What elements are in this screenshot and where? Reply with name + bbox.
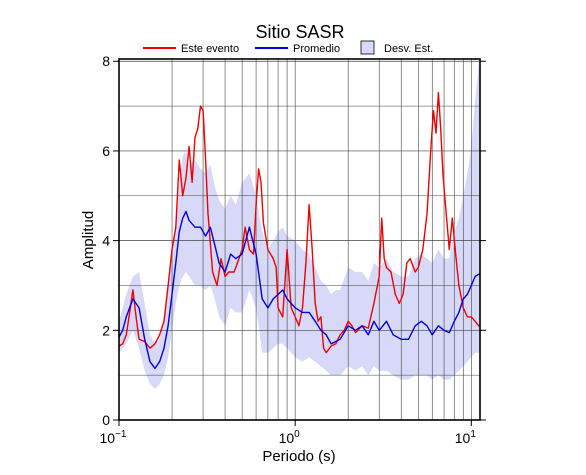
plot-area: 0 2 4 6 8 10−1 100 101 <box>100 53 486 446</box>
y-tick-label: 0 <box>102 412 110 428</box>
legend: Este evento Promedio Desv. Est. <box>143 40 433 55</box>
legend-std-label: Desv. Est. <box>384 43 433 55</box>
y-axis-title: Amplitud <box>80 211 97 269</box>
x-tick-label: 100 <box>279 429 301 446</box>
x-tick-label: 101 <box>455 429 477 446</box>
legend-event-label: Este evento <box>181 43 239 55</box>
x-tick-label: 10−1 <box>100 429 127 446</box>
y-tick-label: 8 <box>102 53 110 69</box>
y-tick-label: 6 <box>102 143 110 159</box>
y-tick-label: 4 <box>102 233 110 249</box>
legend-mean-label: Promedio <box>293 43 340 55</box>
x-axis-title: Periodo (s) <box>262 448 335 465</box>
std-band <box>119 61 480 389</box>
event-line <box>119 91 480 354</box>
y-tick-label: 2 <box>102 322 110 338</box>
chart-title: Sitio SASR <box>255 22 344 42</box>
mean-line <box>119 210 480 370</box>
legend-std-swatch <box>360 40 375 55</box>
plot-frame <box>118 58 481 421</box>
